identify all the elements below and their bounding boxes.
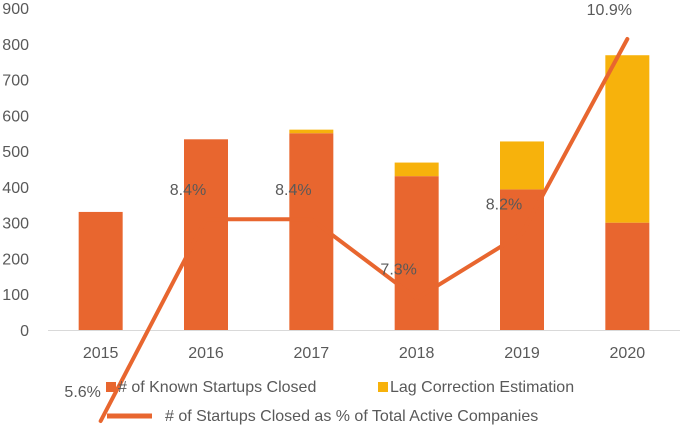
legend-label-percent-closed: # of Startups Closed as % of Total Activ… [165,408,538,425]
legend-label-known-closed: # of Known Startups Closed [118,379,316,396]
axes: 0 100 200 300 400 500 600 700 800 900 2015 2016 2017… [2,1,680,362]
line-data-label: 8.4% [170,182,206,199]
x-tick-label: 2016 [188,345,224,362]
x-tick-label: 2020 [610,345,646,362]
y-tick-label: 700 [2,73,29,90]
line-data-label: 8.4% [275,182,311,199]
legend: # of Known Startups Closed Lag Correctio… [106,379,574,425]
y-tick-label: 200 [2,251,29,268]
x-tick-label: 2019 [504,345,540,362]
line-data-label: 5.6% [64,384,100,401]
line-data-label: 10.9% [587,2,632,19]
line-data-label: 7.3% [380,261,416,278]
bar-known-closed [500,189,544,330]
y-tick-label: 900 [2,1,29,18]
line-data-label: 8.2% [486,197,522,214]
line-series [98,37,630,423]
y-tick-label: 500 [2,144,29,161]
bar-known-closed [605,222,650,330]
data-labels: 5.6% 8.4% 8.4% 7.3% 8.2% 10.9% [64,2,632,401]
bars [78,55,650,330]
bar-lag-correction [500,141,544,190]
bar-known-closed [394,176,439,330]
y-tick-label: 600 [2,108,29,125]
legend-swatch-known-closed [106,382,116,392]
y-tick-label: 300 [2,216,29,233]
x-tick-label: 2017 [294,345,330,362]
bar-lag-correction [394,162,439,177]
line-percent-closed [98,37,630,423]
y-tick-label: 100 [2,287,29,304]
legend-swatch-lag-correction [378,382,388,392]
legend-label-lag-correction: Lag Correction Estimation [390,379,574,396]
y-tick-label: 800 [2,37,29,54]
x-tick-label: 2018 [399,345,435,362]
x-tick-label: 2015 [83,345,119,362]
bar-known-closed [78,211,123,330]
bar-known-closed [184,139,228,330]
bar-lag-correction [289,129,334,134]
bar-lag-correction [605,55,650,223]
y-tick-label: 400 [2,180,29,197]
y-tick-label: 0 [20,323,29,340]
